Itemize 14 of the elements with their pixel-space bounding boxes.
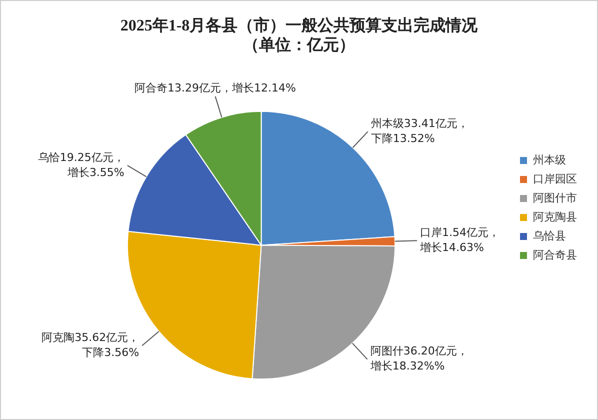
data-label: 阿图什36.20亿元，增长18.32%% <box>369 344 468 373</box>
data-label: 阿克陶35.62亿元，下降3.56% <box>42 330 140 359</box>
chart-title: 2025年1-8月各县（市）一般公共预算支出完成情况 <box>120 16 479 35</box>
legend-label: 阿克陶县 <box>533 210 577 224</box>
data-label: 阿合奇13.29亿元，增长12.14% <box>134 82 296 95</box>
legend-label: 阿图什市 <box>533 191 577 204</box>
chart-subtitle: （单位：亿元） <box>243 36 355 54</box>
legend-label: 州本级 <box>533 153 566 166</box>
legend-label: 口岸园区 <box>533 172 577 186</box>
data-label: 口岸1.54亿元，增长14.63% <box>418 226 500 254</box>
legend-label: 乌恰县 <box>533 229 566 242</box>
data-label: 乌恰19.25亿元，增长3.55% <box>38 150 124 179</box>
legend-label: 阿合奇县 <box>533 248 577 262</box>
data-label: 州本级33.41亿元，下降13.52% <box>370 116 468 145</box>
